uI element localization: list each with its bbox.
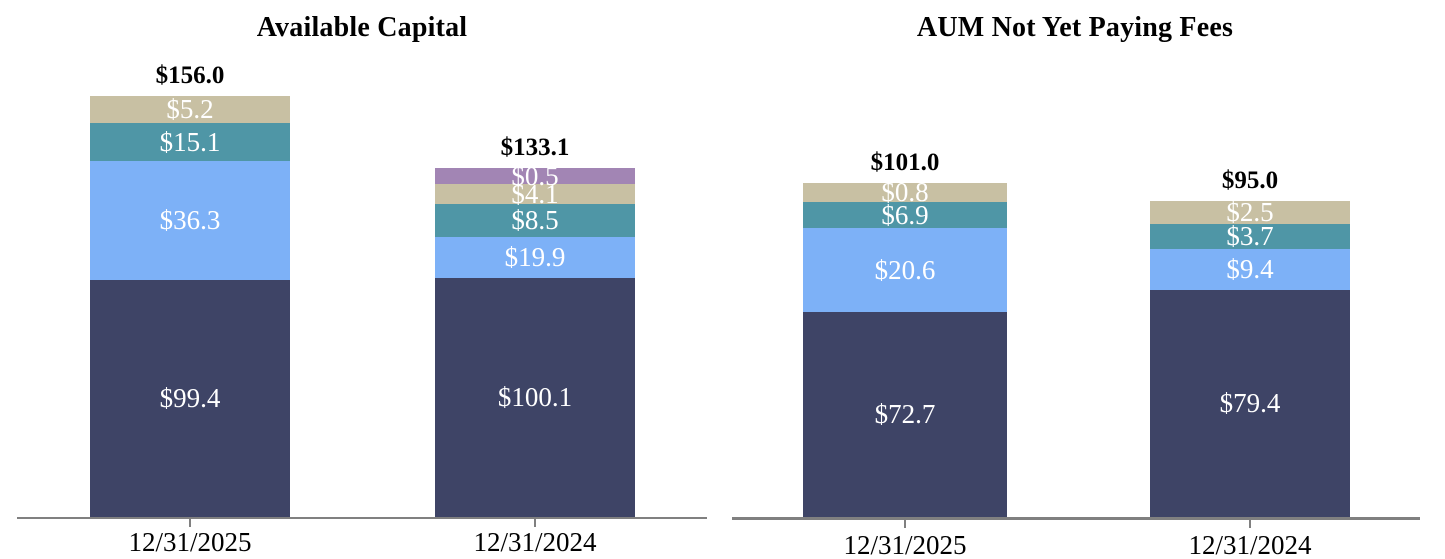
bar-segment-blue: $36.3 — [90, 161, 290, 280]
stacked-bar-aum-not-yet-paying-fees-12-31-2024: $2.5 $3.7 $9.4 $79.4 — [1150, 197, 1350, 517]
bar-segment-blue: $20.6 — [803, 228, 1007, 312]
segment-value-label: $4.1 — [511, 178, 559, 209]
bar-total-label: $156.0 — [155, 62, 225, 89]
x-axis-line-aum-not-yet-paying-fees — [732, 517, 1420, 520]
segment-value-label: $19.9 — [504, 242, 566, 272]
bar-segment-tan: $5.2 — [90, 96, 290, 123]
bar-segment-navy: $100.1 — [435, 278, 635, 517]
bar-segment-tan: $0.8 — [803, 179, 1007, 206]
bar-segment-navy: $79.4 — [1150, 290, 1350, 517]
segment-value-label: $5.2 — [166, 94, 214, 124]
segment-value-label: $6.9 — [881, 199, 929, 230]
segment-value-label: $15.1 — [159, 126, 221, 157]
bar-segment-navy: $99.4 — [90, 280, 290, 517]
bar-segment-purple: $0.5 — [435, 162, 635, 189]
segment-value-label: $8.5 — [511, 205, 559, 235]
segment-value-label: $9.4 — [1226, 254, 1274, 284]
stacked-bar-available-capital-12-31-2025: $5.2 $15.1 $36.3 $99.4 — [90, 96, 290, 517]
bar-segment-navy: $72.7 — [803, 312, 1007, 517]
segment-value-label: $99.4 — [159, 383, 221, 413]
x-axis-tick — [534, 519, 536, 527]
bar-total-label: $95.0 — [1221, 167, 1279, 194]
bar-segment-tan: $4.1 — [435, 180, 635, 207]
segment-value-label: $72.7 — [874, 399, 936, 429]
segment-value-label: $20.6 — [874, 254, 936, 285]
x-axis-tick — [904, 520, 906, 528]
x-axis-category-label: 12/31/2024 — [1188, 530, 1312, 559]
segment-value-label: $0.5 — [511, 160, 559, 191]
x-axis-category-label: 12/31/2025 — [128, 527, 252, 557]
bar-segment-teal: $3.7 — [1150, 221, 1350, 251]
x-axis-line-available-capital — [17, 517, 707, 519]
x-axis-tick — [189, 519, 191, 527]
segment-value-label: $2.5 — [1226, 197, 1274, 227]
bar-segment-tan: $2.5 — [1150, 197, 1350, 227]
segment-value-label: $36.3 — [159, 205, 221, 235]
x-axis-category-label: 12/31/2025 — [843, 530, 967, 559]
segment-value-label: $0.8 — [881, 177, 929, 207]
bar-total-label: $133.1 — [500, 134, 570, 161]
bar-segment-teal: $15.1 — [90, 123, 290, 161]
bar-segment-teal: $6.9 — [803, 199, 1007, 230]
stacked-bar-available-capital-12-31-2024: $0.5 $4.1 $8.5 $19.9 $100.1 — [435, 162, 635, 517]
bar-segment-blue: $19.9 — [435, 237, 635, 278]
x-axis-category-label: 12/31/2024 — [473, 527, 597, 557]
bar-segment-teal: $8.5 — [435, 204, 635, 237]
x-axis-tick — [1249, 520, 1251, 528]
chart-title-aum-not-yet-paying-fees: AUM Not Yet Paying Fees — [916, 12, 1234, 43]
bar-segment-blue: $9.4 — [1150, 249, 1350, 290]
chart-title-available-capital: Available Capital — [256, 12, 468, 43]
segment-value-label: $100.1 — [497, 382, 573, 412]
segment-value-label: $79.4 — [1219, 388, 1281, 418]
stacked-bar-aum-not-yet-paying-fees-12-31-2025: $0.8 $6.9 $20.6 $72.7 — [803, 179, 1007, 517]
bar-total-label: $101.0 — [870, 149, 940, 176]
segment-value-label: $3.7 — [1226, 221, 1274, 251]
